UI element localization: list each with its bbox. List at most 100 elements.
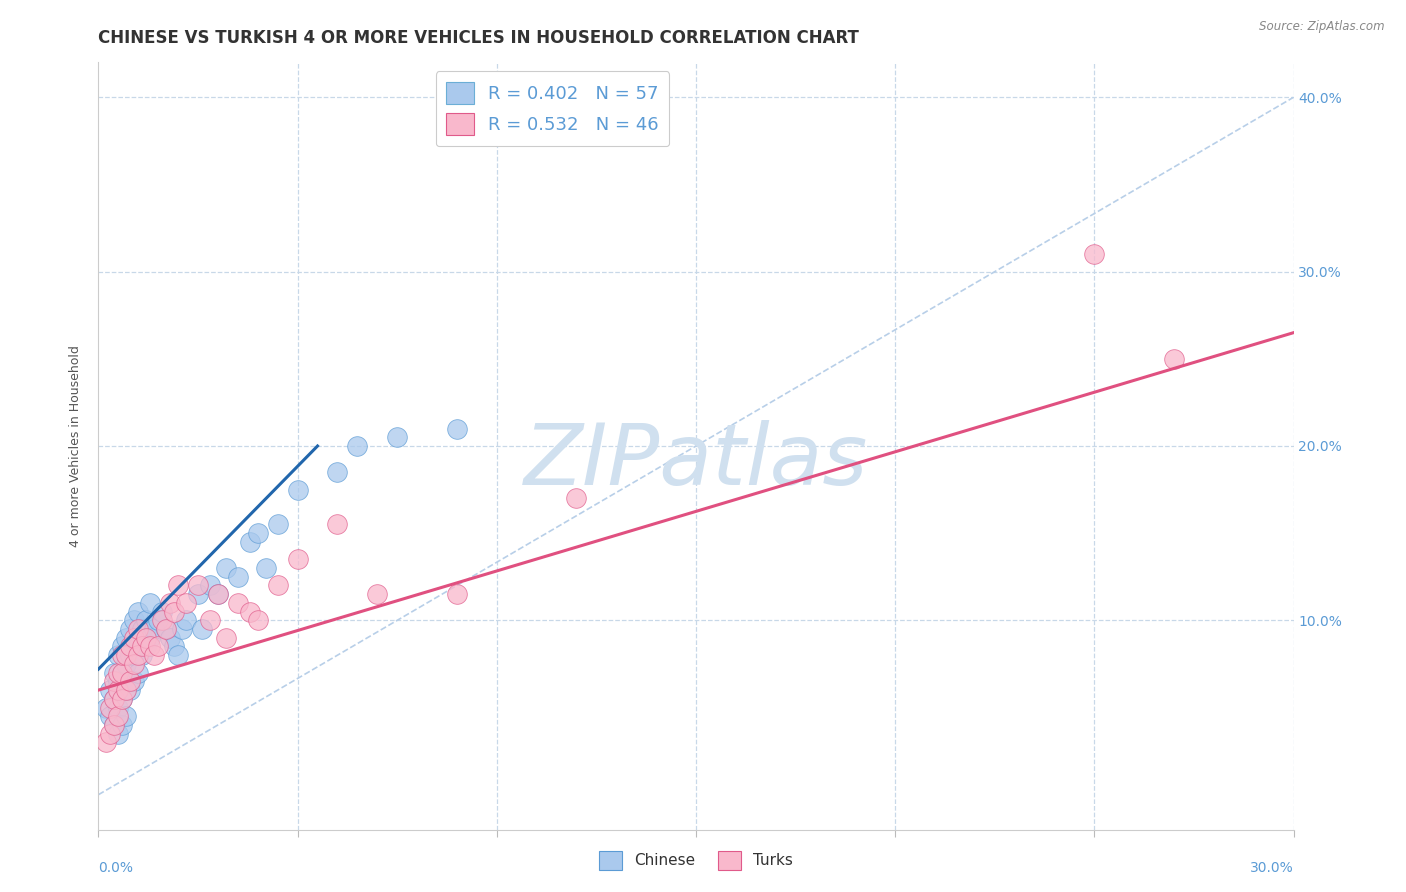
Point <box>135 613 157 627</box>
Point <box>124 648 146 663</box>
Point <box>246 613 269 627</box>
Point <box>139 640 162 654</box>
Point <box>148 613 170 627</box>
Point <box>120 622 142 636</box>
Point <box>107 674 129 689</box>
Point <box>107 665 129 680</box>
Text: ZIPatlas: ZIPatlas <box>524 420 868 503</box>
Point <box>239 534 262 549</box>
Point <box>1163 351 1185 366</box>
Text: Source: ZipAtlas.com: Source: ZipAtlas.com <box>1260 20 1385 33</box>
Point <box>98 709 122 723</box>
Point <box>127 622 149 636</box>
Point <box>111 718 134 732</box>
Point <box>103 665 125 680</box>
Point <box>198 578 221 592</box>
Point <box>124 657 146 671</box>
Point <box>120 640 142 654</box>
Point <box>148 640 170 654</box>
Point <box>127 648 149 663</box>
Point <box>1083 247 1105 261</box>
Point <box>446 421 468 435</box>
Point <box>115 709 138 723</box>
Point <box>120 674 142 689</box>
Y-axis label: 4 or more Vehicles in Household: 4 or more Vehicles in Household <box>69 345 83 547</box>
Point <box>107 726 129 740</box>
Point <box>163 640 186 654</box>
Legend: Chinese, Turks: Chinese, Turks <box>593 845 799 876</box>
Point <box>115 657 138 671</box>
Point <box>115 648 138 663</box>
Point <box>124 613 146 627</box>
Point <box>115 683 138 698</box>
Point <box>107 700 129 714</box>
Point <box>326 517 349 532</box>
Point <box>107 683 129 698</box>
Point <box>143 622 166 636</box>
Point <box>385 430 409 444</box>
Point <box>163 605 186 619</box>
Point <box>287 552 309 566</box>
Point <box>115 683 138 698</box>
Point <box>159 596 181 610</box>
Point <box>267 578 290 592</box>
Point <box>215 631 238 645</box>
Point <box>139 596 162 610</box>
Point <box>226 570 249 584</box>
Point <box>215 561 238 575</box>
Point <box>135 631 157 645</box>
Point <box>111 665 134 680</box>
Point <box>96 700 118 714</box>
Point <box>135 640 157 654</box>
Point <box>150 613 173 627</box>
Point <box>187 587 209 601</box>
Point <box>446 587 468 601</box>
Text: 30.0%: 30.0% <box>1250 861 1294 875</box>
Point <box>103 691 125 706</box>
Point <box>96 735 118 749</box>
Point <box>111 691 134 706</box>
Point <box>127 665 149 680</box>
Point <box>155 622 177 636</box>
Point <box>174 613 197 627</box>
Text: CHINESE VS TURKISH 4 OR MORE VEHICLES IN HOUSEHOLD CORRELATION CHART: CHINESE VS TURKISH 4 OR MORE VEHICLES IN… <box>98 29 859 47</box>
Point <box>174 596 197 610</box>
Point <box>124 631 146 645</box>
Point <box>246 526 269 541</box>
Point <box>191 622 214 636</box>
Point <box>103 674 125 689</box>
Point <box>131 648 153 663</box>
Point <box>143 648 166 663</box>
Point <box>167 578 190 592</box>
Point <box>326 465 349 479</box>
Point <box>111 691 134 706</box>
Point <box>111 648 134 663</box>
Point <box>139 631 162 645</box>
Point <box>565 491 588 506</box>
Point <box>127 605 149 619</box>
Point <box>172 622 194 636</box>
Point <box>115 631 138 645</box>
Point <box>150 605 173 619</box>
Point <box>131 640 153 654</box>
Point <box>98 726 122 740</box>
Point <box>107 648 129 663</box>
Point <box>131 622 153 636</box>
Point <box>155 622 177 636</box>
Point <box>159 631 181 645</box>
Point <box>254 561 277 575</box>
Point <box>287 483 309 497</box>
Point <box>187 578 209 592</box>
Point <box>124 674 146 689</box>
Text: 0.0%: 0.0% <box>98 861 134 875</box>
Point <box>111 665 134 680</box>
Point <box>120 648 142 663</box>
Point <box>198 613 221 627</box>
Point <box>226 596 249 610</box>
Point <box>107 709 129 723</box>
Point <box>111 640 134 654</box>
Point <box>127 640 149 654</box>
Point <box>167 648 190 663</box>
Point <box>98 700 122 714</box>
Point <box>103 718 125 732</box>
